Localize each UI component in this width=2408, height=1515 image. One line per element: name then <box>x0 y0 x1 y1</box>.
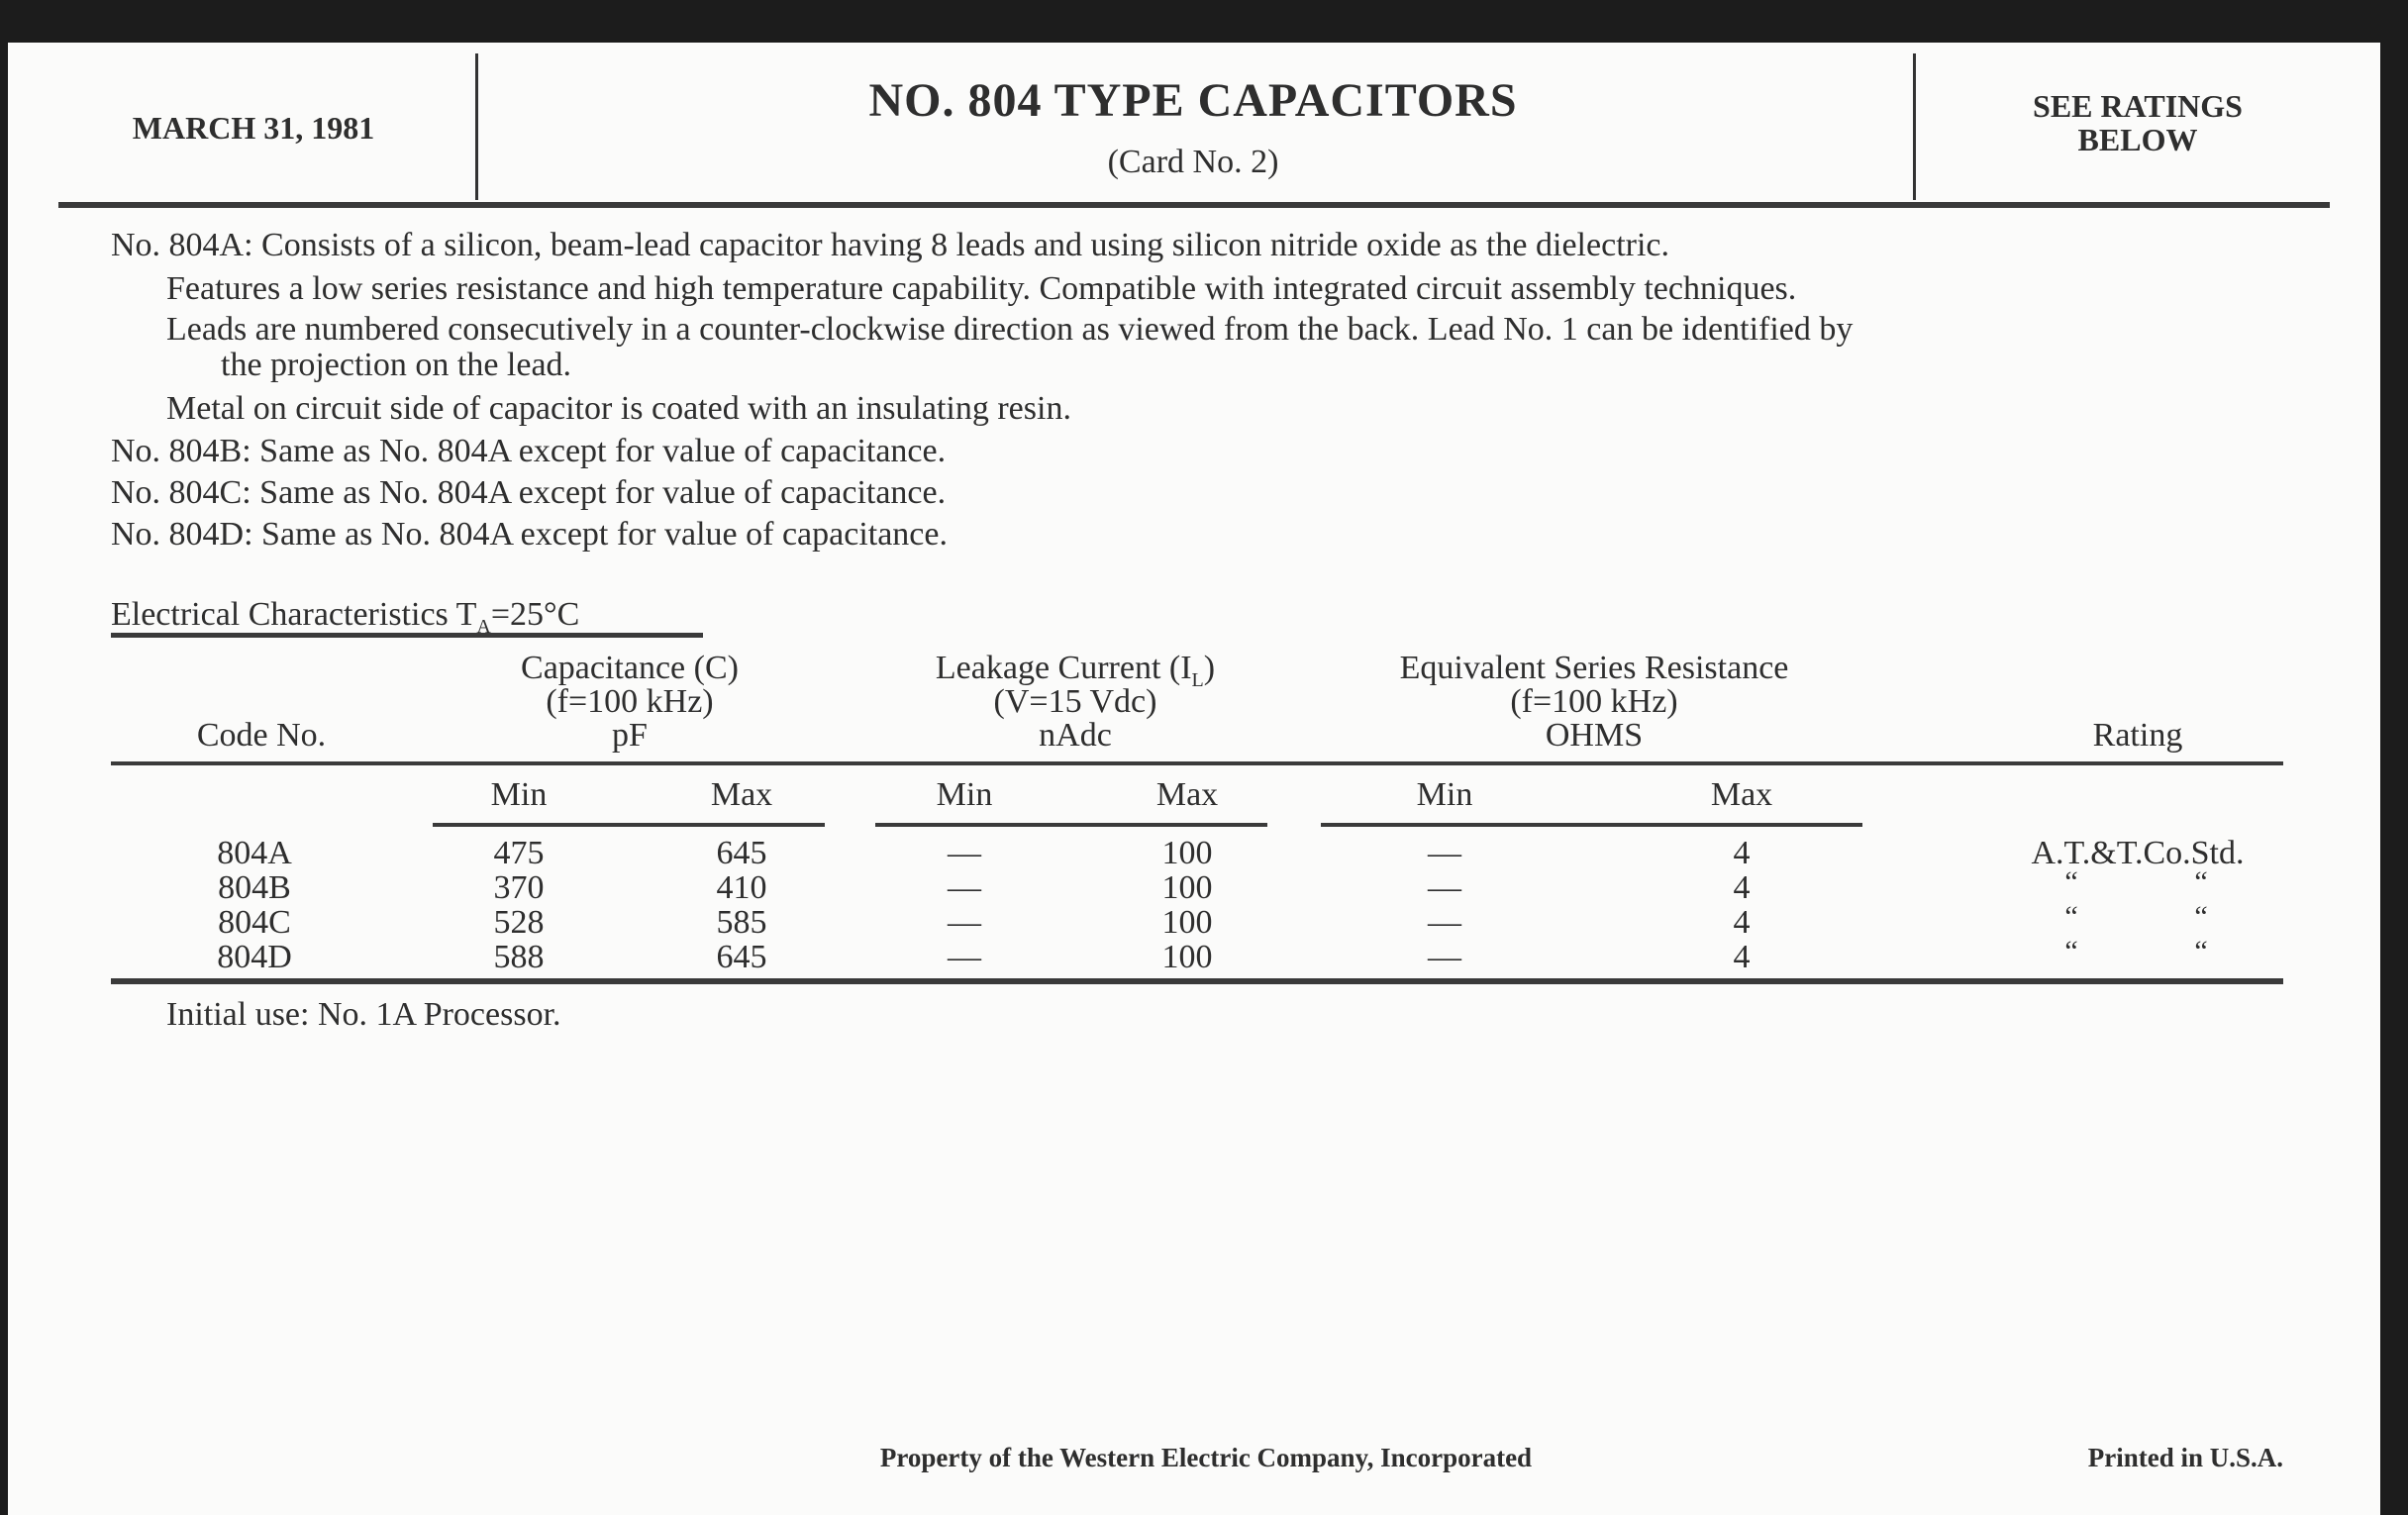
cell-esr-min: — <box>1428 939 1461 975</box>
cell-leak-max: 100 <box>1161 904 1213 941</box>
cell-esr-max: 4 <box>1733 869 1751 906</box>
cell-code: 804B <box>218 869 291 906</box>
cell-cap-max: 645 <box>716 939 767 975</box>
ratings-note-line1: SEE RATINGS <box>2033 88 2243 124</box>
section-title: Electrical Characteristics TA=25°C <box>111 598 579 644</box>
desc-line: No. 804D: Same as No. 804A except for va… <box>111 516 948 553</box>
date: MARCH 31, 1981 <box>132 110 375 146</box>
leakage-title: Leakage Current (IL) <box>935 650 1216 690</box>
section-title-text: Electrical Characteristics T <box>111 596 477 633</box>
document-card <box>8 43 2380 1515</box>
cell-cap-max: 585 <box>716 904 767 941</box>
desc-line: No. 804B: Same as No. 804A except for va… <box>111 433 947 469</box>
ditto-mark: “ <box>2064 935 2078 967</box>
leak-max-header: Max <box>1155 776 1219 813</box>
desc-line: No. 804A: Consists of a silicon, beam-le… <box>111 227 1669 263</box>
capacitance-title: Capacitance (C) <box>521 650 739 686</box>
header-rule <box>58 202 2330 208</box>
leakage-unit: nAdc <box>1039 717 1112 754</box>
desc-line: No. 804C: Same as No. 804A except for va… <box>111 474 947 511</box>
cell-rating: A.T.&T.Co.Std. <box>2031 835 2245 871</box>
page-title: NO. 804 TYPE CAPACITORS <box>868 74 1518 127</box>
desc-line: Leads are numbered consecutively in a co… <box>166 311 1854 348</box>
cell-esr-max: 4 <box>1733 939 1751 975</box>
footer-printed: Printed in U.S.A. <box>2087 1443 2283 1472</box>
cell-esr-min: — <box>1428 869 1461 906</box>
cell-esr-min: — <box>1428 835 1461 871</box>
leakage-title-end: ) <box>1203 650 1216 686</box>
section-title-sub: A <box>476 615 491 638</box>
cell-leak-min: — <box>948 835 981 871</box>
table-header-rule <box>111 761 2283 765</box>
desc-line: Features a low series resistance and hig… <box>166 270 1797 307</box>
cell-code: 804A <box>217 835 292 871</box>
desc-line: Metal on circuit side of capacitor is co… <box>166 390 1071 427</box>
desc-line: the projection on the lead. <box>221 347 572 383</box>
table-bottom-rule <box>111 978 2283 984</box>
ditto-mark: “ <box>2064 900 2078 933</box>
esr-min-header: Min <box>1416 776 1473 813</box>
cell-esr-max: 4 <box>1733 904 1751 941</box>
cap-max-header: Max <box>710 776 773 813</box>
cell-cap-min: 475 <box>493 835 545 871</box>
esr-condition: (f=100 kHz) <box>1510 683 1678 720</box>
capacitance-unit: pF <box>612 717 648 754</box>
cell-cap-min: 588 <box>493 939 545 975</box>
ditto-mark: “ <box>2194 935 2208 967</box>
leakage-title-sub: L <box>1191 668 1204 691</box>
ditto-mark: “ <box>2194 865 2208 898</box>
leak-subrule <box>875 823 1267 827</box>
rating-header: Rating <box>2092 717 2183 754</box>
cap-min-header: Min <box>490 776 548 813</box>
capacitance-condition: (f=100 kHz) <box>546 683 714 720</box>
cell-code: 804C <box>218 904 291 941</box>
cell-cap-min: 370 <box>493 869 545 906</box>
cap-subrule <box>433 823 825 827</box>
cell-code: 804D <box>217 939 292 975</box>
cell-leak-min: — <box>948 869 981 906</box>
leak-min-header: Min <box>936 776 993 813</box>
code-header: Code No. <box>196 717 327 754</box>
cell-cap-max: 410 <box>716 869 767 906</box>
esr-title: Equivalent Series Resistance <box>1399 650 1789 686</box>
cell-leak-max: 100 <box>1161 835 1213 871</box>
leakage-condition: (V=15 Vdc) <box>993 683 1157 720</box>
cell-leak-min: — <box>948 939 981 975</box>
leakage-header: Leakage Current (IL) (V=15 Vdc) nAdc <box>936 652 1215 753</box>
esr-subrule <box>1321 823 1862 827</box>
header-divider-right <box>1913 53 1916 200</box>
cell-esr-max: 4 <box>1733 835 1751 871</box>
cell-leak-min: — <box>948 904 981 941</box>
card-number: (Card No. 2) <box>1107 144 1279 180</box>
cell-leak-max: 100 <box>1161 939 1213 975</box>
initial-use-note: Initial use: No. 1A Processor. <box>166 996 561 1033</box>
ditto-mark: “ <box>2194 900 2208 933</box>
esr-header: Equivalent Series Resistance (f=100 kHz)… <box>1400 652 1789 753</box>
header-divider-left <box>475 53 478 200</box>
esr-max-header: Max <box>1710 776 1773 813</box>
cell-esr-min: — <box>1428 904 1461 941</box>
leakage-title-text: Leakage Current (I <box>935 650 1192 686</box>
ratings-note-line2: BELOW <box>2077 122 2198 157</box>
cell-cap-min: 528 <box>493 904 545 941</box>
section-title-underline <box>111 633 703 638</box>
capacitance-header: Capacitance (C) (f=100 kHz) pF <box>521 652 739 753</box>
cell-cap-max: 645 <box>716 835 767 871</box>
esr-unit: OHMS <box>1545 717 1644 754</box>
ditto-mark: “ <box>2064 865 2078 898</box>
footer-property: Property of the Western Electric Company… <box>879 1443 1533 1472</box>
cell-leak-max: 100 <box>1161 869 1213 906</box>
ratings-note: SEE RATINGS BELOW <box>2033 89 2243 156</box>
section-title-end: =25°C <box>490 596 580 633</box>
